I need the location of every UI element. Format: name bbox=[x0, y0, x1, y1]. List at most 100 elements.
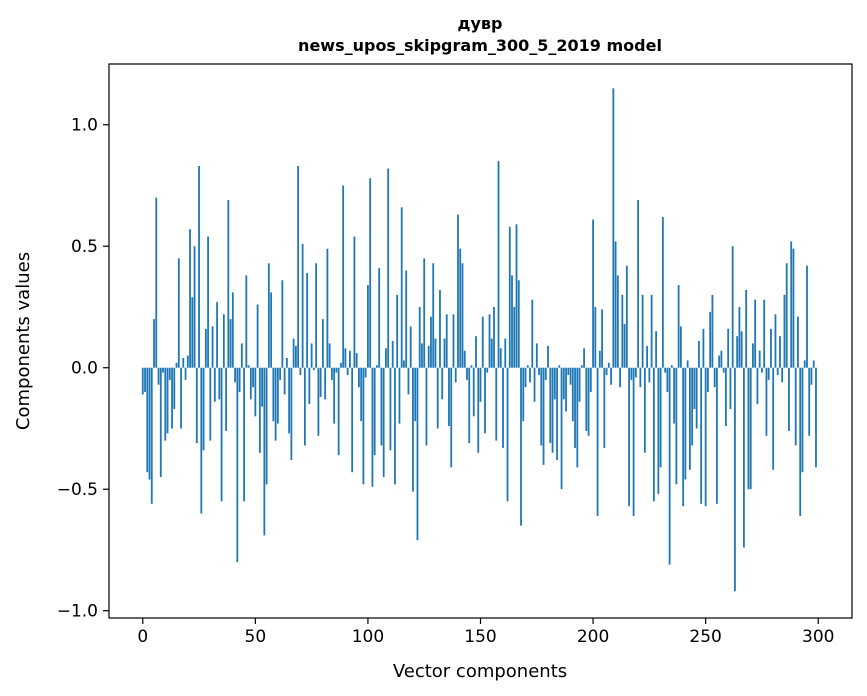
y-axis-label: Components values bbox=[13, 252, 34, 430]
bar bbox=[439, 289, 441, 368]
bar bbox=[659, 367, 662, 468]
bar bbox=[646, 345, 649, 368]
bar bbox=[727, 328, 730, 368]
bar bbox=[497, 161, 500, 368]
bar bbox=[362, 367, 365, 485]
bar bbox=[756, 367, 759, 405]
bar bbox=[207, 236, 209, 368]
bar bbox=[312, 367, 315, 371]
bar bbox=[398, 367, 401, 424]
bar bbox=[576, 367, 579, 468]
bar bbox=[299, 367, 302, 376]
bar bbox=[670, 365, 673, 368]
bar bbox=[556, 367, 558, 461]
bar bbox=[729, 367, 732, 410]
bar bbox=[261, 367, 263, 407]
bar bbox=[180, 367, 182, 429]
bar bbox=[231, 292, 234, 368]
bar bbox=[535, 343, 538, 368]
bar bbox=[276, 367, 279, 424]
bar bbox=[263, 367, 266, 536]
bar bbox=[249, 367, 252, 400]
bar bbox=[625, 265, 628, 368]
bar bbox=[812, 360, 815, 368]
bar bbox=[686, 360, 689, 368]
bar bbox=[252, 367, 254, 388]
bar bbox=[524, 367, 527, 388]
bar bbox=[452, 314, 455, 368]
y-tick-label: 0.5 bbox=[71, 237, 98, 257]
bar bbox=[754, 299, 757, 368]
bar bbox=[700, 367, 703, 504]
bar bbox=[220, 367, 223, 502]
bar bbox=[457, 214, 459, 368]
bar bbox=[225, 367, 227, 431]
y-tick-label: 0.0 bbox=[71, 359, 98, 379]
x-tick-label: 50 bbox=[245, 627, 267, 647]
bar bbox=[698, 341, 700, 368]
bar bbox=[367, 285, 369, 368]
bar bbox=[418, 306, 421, 368]
bar bbox=[288, 367, 291, 434]
bar bbox=[405, 270, 408, 368]
bar bbox=[211, 326, 214, 368]
bar bbox=[490, 338, 493, 368]
bar bbox=[182, 358, 185, 368]
bar bbox=[272, 367, 275, 422]
bar bbox=[506, 367, 509, 502]
bar bbox=[270, 292, 273, 368]
bar bbox=[725, 367, 727, 427]
bar bbox=[666, 367, 669, 393]
bar bbox=[407, 367, 410, 395]
bar bbox=[358, 367, 360, 388]
bar bbox=[691, 367, 694, 446]
bar bbox=[621, 294, 624, 368]
bar bbox=[486, 367, 489, 373]
bar bbox=[301, 243, 304, 368]
bar bbox=[770, 328, 772, 368]
bar bbox=[479, 367, 482, 402]
bar bbox=[256, 304, 259, 368]
bar bbox=[571, 367, 574, 422]
bar bbox=[493, 306, 495, 368]
bar bbox=[369, 178, 372, 368]
bar bbox=[335, 367, 338, 373]
bar bbox=[477, 367, 480, 453]
bar bbox=[682, 367, 685, 507]
bar bbox=[794, 367, 797, 446]
bar bbox=[441, 367, 444, 400]
bar bbox=[560, 367, 563, 490]
bar bbox=[349, 350, 351, 368]
bar bbox=[612, 88, 615, 368]
bar bbox=[540, 367, 543, 446]
bar bbox=[189, 229, 191, 368]
bar bbox=[382, 367, 385, 478]
bar bbox=[400, 207, 403, 368]
bar bbox=[743, 367, 745, 548]
bar bbox=[344, 348, 347, 368]
bar bbox=[279, 367, 282, 380]
bar bbox=[720, 350, 723, 368]
bar bbox=[360, 367, 363, 422]
bar bbox=[668, 367, 671, 565]
bar bbox=[709, 311, 712, 368]
bar bbox=[592, 219, 594, 368]
bar bbox=[628, 367, 630, 507]
bar bbox=[513, 306, 516, 368]
bar bbox=[331, 367, 333, 380]
bar bbox=[209, 367, 212, 441]
bar bbox=[468, 367, 471, 444]
bar bbox=[213, 367, 216, 402]
bar bbox=[502, 367, 504, 448]
bar bbox=[749, 367, 752, 490]
bar bbox=[155, 197, 158, 368]
x-tick-label: 100 bbox=[352, 627, 384, 647]
bar bbox=[722, 367, 725, 373]
bar bbox=[772, 367, 775, 470]
bar bbox=[177, 258, 180, 368]
bar bbox=[547, 345, 549, 368]
bar bbox=[580, 365, 583, 368]
bar bbox=[551, 367, 554, 453]
bar bbox=[351, 367, 354, 473]
bar bbox=[801, 367, 804, 473]
